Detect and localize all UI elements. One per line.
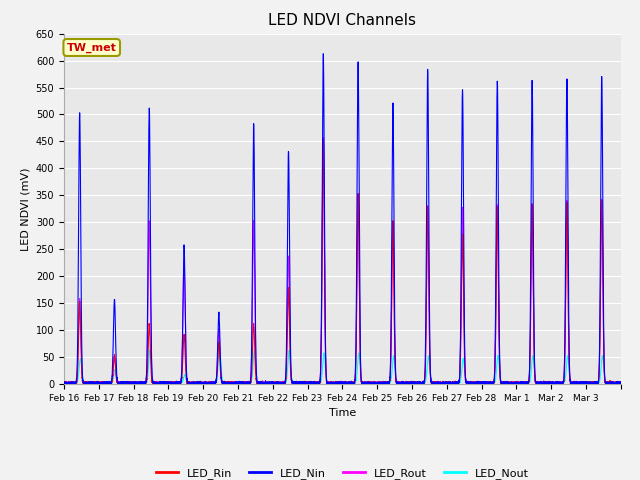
Title: LED NDVI Channels: LED NDVI Channels (268, 13, 417, 28)
Legend: LED_Rin, LED_Nin, LED_Rout, LED_Nout: LED_Rin, LED_Nin, LED_Rout, LED_Nout (152, 464, 533, 480)
Text: TW_met: TW_met (67, 42, 116, 53)
X-axis label: Time: Time (329, 408, 356, 418)
Y-axis label: LED NDVI (mV): LED NDVI (mV) (20, 167, 30, 251)
